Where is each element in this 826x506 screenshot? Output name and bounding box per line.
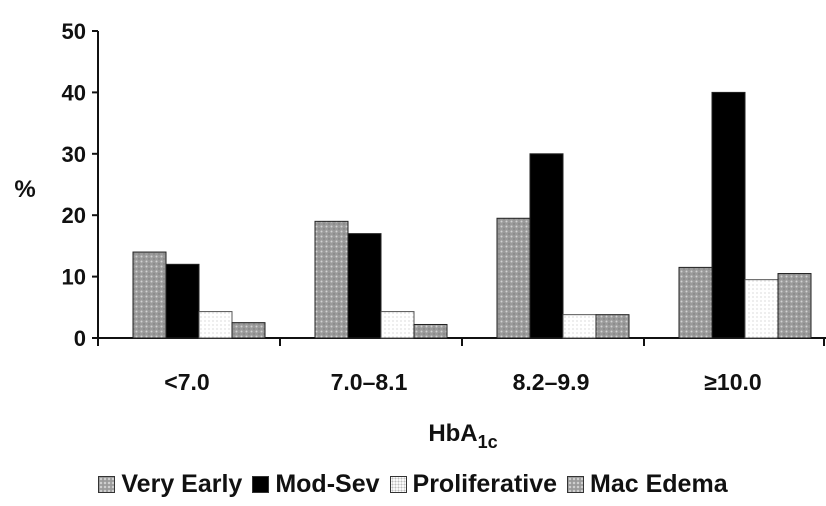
- y-tick-label: 50: [62, 19, 86, 44]
- bar-proliferative: [380, 311, 415, 339]
- bar-mac-edema: [231, 322, 266, 339]
- bar-mod-sev: [347, 233, 382, 339]
- legend-item-proliferative: Proliferative: [389, 469, 558, 499]
- legend-swatch-mac-edema: [567, 475, 585, 493]
- bar-very-early: [496, 217, 531, 339]
- bar-mod-sev: [711, 91, 746, 339]
- legend-swatch-mod-sev: [252, 475, 270, 493]
- bar-mod-sev: [165, 263, 200, 339]
- bar-mac-edema: [595, 314, 630, 339]
- x-tick-label: <7.0: [164, 369, 209, 395]
- bar-proliferative: [744, 279, 779, 339]
- x-tick-label: ≥10.0: [704, 369, 761, 395]
- bar-mac-edema: [413, 323, 448, 339]
- legend-swatch-very-early: [98, 475, 116, 493]
- x-axis: <7.0 7.0–8.1 8.2–9.9 ≥10.0: [97, 337, 826, 395]
- bar-very-early: [314, 220, 349, 339]
- bar-chart: 0 10 20 30 40 50 <7.0 7.0–8.1 8.2–9.9 ≥10.0 % Hb…: [14, 19, 826, 452]
- x-tick-label: 7.0–8.1: [331, 369, 408, 395]
- legend-label-mac-edema: Mac Edema: [590, 469, 728, 498]
- y-axis: 0 10 20 30 40 50: [62, 19, 99, 351]
- bar-proliferative: [198, 311, 233, 339]
- y-axis-title: %: [14, 176, 35, 203]
- legend: Very Early Mod-Sev Proliferative Mac Ede…: [0, 466, 826, 502]
- legend-item-mod-sev: Mod-Sev: [252, 469, 380, 499]
- y-tick-label: 30: [62, 142, 86, 167]
- x-axis-title-subscript: 1c: [478, 432, 498, 452]
- bar-mac-edema: [777, 273, 812, 339]
- x-axis-title: HbA1c: [428, 420, 497, 452]
- y-tick-label: 10: [62, 265, 86, 290]
- y-tick-label: 40: [62, 80, 86, 105]
- bar-very-early: [132, 251, 167, 339]
- legend-swatch-proliferative: [389, 475, 407, 493]
- legend-label-mod-sev: Mod-Sev: [275, 469, 380, 498]
- bar-proliferative: [562, 314, 597, 339]
- legend-item-very-early: Very Early: [98, 470, 242, 499]
- bar-mod-sev: [529, 153, 564, 339]
- bars: [132, 91, 812, 339]
- legend-item-mac-edema: Mac Edema: [567, 470, 728, 499]
- x-axis-title-main: HbA: [428, 420, 477, 447]
- y-tick-label: 0: [74, 326, 86, 351]
- legend-label-very-early: Very Early: [121, 469, 243, 498]
- y-tick-label: 20: [62, 203, 86, 228]
- x-tick-label: 8.2–9.9: [513, 369, 590, 395]
- legend-label-proliferative: Proliferative: [412, 469, 558, 498]
- bar-very-early: [678, 266, 713, 339]
